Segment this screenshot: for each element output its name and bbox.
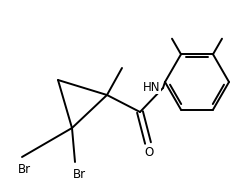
Text: Br: Br — [17, 163, 31, 176]
Text: Br: Br — [73, 168, 86, 181]
Text: HN: HN — [142, 80, 160, 93]
Text: O: O — [144, 145, 154, 159]
